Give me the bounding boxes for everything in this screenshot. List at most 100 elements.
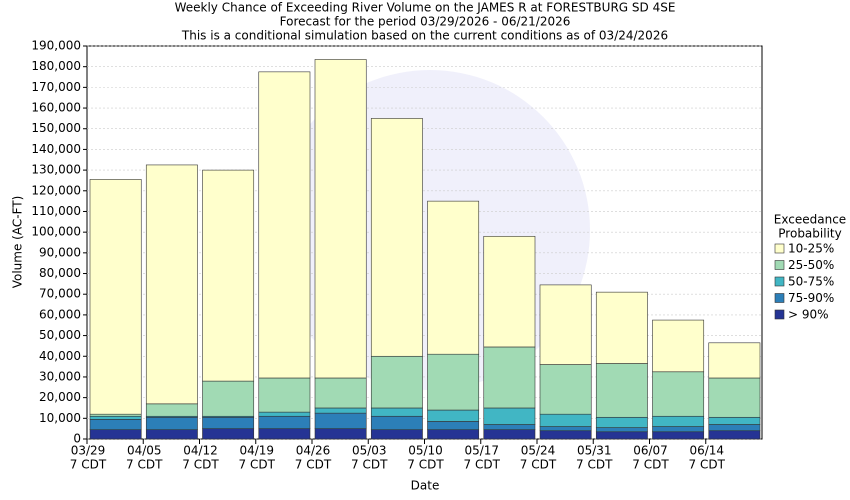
bar-segment bbox=[483, 424, 536, 430]
bar-segment bbox=[202, 428, 255, 440]
x-tick-sublabel: 7 CDT bbox=[689, 458, 726, 472]
x-tick-label: 06/07 bbox=[633, 444, 668, 458]
y-tick-label: 180,000 bbox=[31, 59, 81, 73]
bar-segment bbox=[314, 377, 367, 409]
y-tick-label: 120,000 bbox=[31, 183, 81, 197]
y-tick-label: 90,000 bbox=[39, 245, 81, 259]
bar-segment bbox=[427, 200, 480, 355]
y-tick-label: 190,000 bbox=[31, 39, 81, 53]
x-tick-sublabel: 7 CDT bbox=[126, 458, 163, 472]
y-tick-label: 110,000 bbox=[31, 204, 81, 218]
bar-segment bbox=[89, 419, 142, 430]
y-tick-label: 140,000 bbox=[31, 142, 81, 156]
bar-segment bbox=[202, 416, 255, 429]
bar-segment bbox=[708, 342, 761, 379]
x-tick-sublabel: 7 CDT bbox=[351, 458, 388, 472]
y-tick-label: 170,000 bbox=[31, 80, 81, 94]
bar-segment bbox=[145, 429, 198, 440]
y-tick-label: 40,000 bbox=[39, 349, 81, 363]
x-tick-label: 05/31 bbox=[577, 444, 612, 458]
bar-segment bbox=[370, 415, 423, 430]
bar-segment bbox=[483, 429, 536, 440]
bar-segment bbox=[595, 431, 648, 440]
x-tick-sublabel: 7 CDT bbox=[464, 458, 501, 472]
bar-segment bbox=[539, 413, 592, 427]
bar-segment bbox=[89, 415, 142, 420]
bar-segment bbox=[595, 427, 648, 433]
bar-segment bbox=[145, 403, 198, 417]
bar-segment bbox=[652, 319, 705, 373]
bar-segment bbox=[314, 407, 367, 414]
bar-segment bbox=[539, 426, 592, 432]
chart-title: Weekly Chance of Exceeding River Volume … bbox=[175, 1, 676, 15]
x-tick-label: 04/05 bbox=[127, 444, 162, 458]
y-tick-label: 0 bbox=[73, 432, 81, 446]
x-tick-label: 05/03 bbox=[352, 444, 387, 458]
y-tick-label: 160,000 bbox=[31, 101, 81, 115]
bar-segment bbox=[595, 363, 648, 418]
y-tick-label: 150,000 bbox=[31, 121, 81, 135]
x-tick-label: 05/10 bbox=[408, 444, 443, 458]
y-tick-label: 20,000 bbox=[39, 390, 81, 404]
legend-label: 10-25% bbox=[788, 242, 834, 256]
legend-swatch bbox=[774, 260, 785, 270]
bar-segment bbox=[708, 424, 761, 432]
y-axis-label: Volume (AC-FT) bbox=[11, 196, 25, 289]
x-tick-label: 05/24 bbox=[521, 444, 556, 458]
bar-segment bbox=[708, 377, 761, 418]
legend-title: Exceedance bbox=[774, 213, 846, 227]
bar-segment bbox=[427, 409, 480, 422]
bar-segment bbox=[258, 411, 311, 417]
chart-subtitle: This is a conditional simulation based o… bbox=[181, 29, 668, 43]
x-tick-sublabel: 7 CDT bbox=[407, 458, 444, 472]
x-tick-label: 03/29 bbox=[71, 444, 106, 458]
bar-segment bbox=[202, 169, 255, 382]
bar-segment bbox=[427, 353, 480, 411]
bar-segment bbox=[652, 426, 705, 433]
x-tick-label: 04/19 bbox=[239, 444, 274, 458]
x-tick-sublabel: 7 CDT bbox=[576, 458, 613, 472]
bar-segment bbox=[89, 413, 142, 417]
bar-segment bbox=[483, 346, 536, 409]
x-tick-sublabel: 7 CDT bbox=[182, 458, 219, 472]
y-tick-label: 10,000 bbox=[39, 411, 81, 425]
bar-segment bbox=[314, 59, 367, 379]
x-axis-label: Date bbox=[411, 479, 440, 493]
legend-label: 75-90% bbox=[788, 291, 834, 305]
bar-segment bbox=[652, 431, 705, 440]
x-tick-label: 04/26 bbox=[296, 444, 331, 458]
bar-segment bbox=[145, 416, 198, 430]
y-tick-label: 100,000 bbox=[31, 225, 81, 239]
y-tick-label: 80,000 bbox=[39, 266, 81, 280]
y-tick-label: 60,000 bbox=[39, 307, 81, 321]
legend-label: > 90% bbox=[788, 308, 829, 322]
bar-segment bbox=[89, 179, 142, 415]
x-tick-label: 05/17 bbox=[464, 444, 499, 458]
legend-swatch bbox=[774, 276, 785, 287]
legend-label: 50-75% bbox=[788, 275, 834, 289]
y-tick-label: 130,000 bbox=[31, 163, 81, 177]
bar-segment bbox=[539, 364, 592, 415]
legend-swatch bbox=[774, 243, 785, 254]
chart-subtitle: Forecast for the period 03/29/2026 - 06/… bbox=[280, 15, 571, 29]
y-tick-label: 50,000 bbox=[39, 328, 81, 342]
y-tick-label: 30,000 bbox=[39, 369, 81, 383]
x-tick-sublabel: 7 CDT bbox=[520, 458, 557, 472]
legend-swatch bbox=[774, 293, 785, 303]
bar-segment bbox=[595, 291, 648, 364]
bar-segment bbox=[258, 428, 311, 440]
bar-segment bbox=[258, 377, 311, 413]
x-tick-sublabel: 7 CDT bbox=[70, 458, 107, 472]
x-tick-label: 04/12 bbox=[183, 444, 218, 458]
bar-segment bbox=[370, 355, 423, 409]
bar-segment bbox=[427, 421, 480, 430]
y-tick-label: 70,000 bbox=[39, 287, 81, 301]
legend-title: Probability bbox=[778, 227, 841, 241]
bar-segment bbox=[89, 429, 142, 440]
legend-swatch bbox=[774, 309, 785, 320]
bar-segment bbox=[483, 235, 536, 348]
bar-segment bbox=[145, 164, 198, 405]
bar-segment bbox=[539, 430, 592, 440]
x-tick-label: 06/14 bbox=[689, 444, 724, 458]
